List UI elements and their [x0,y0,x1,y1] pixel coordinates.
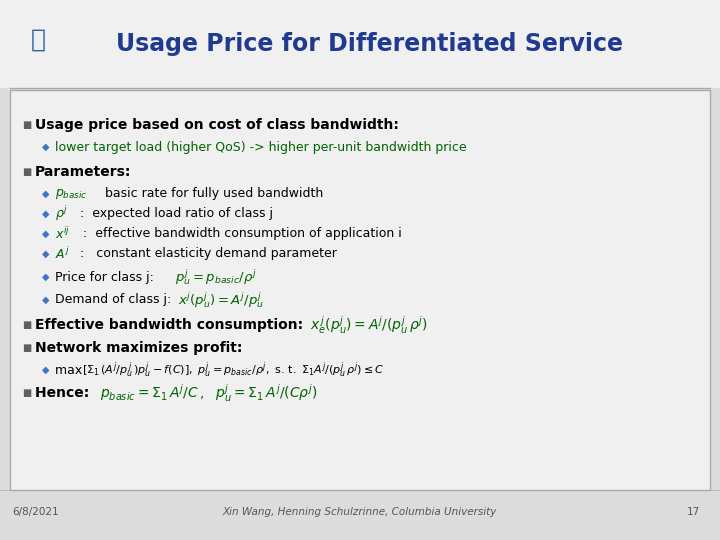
Text: $\mathbf{\it{p_u^j = p_{basic}/\rho^j}}$: $\mathbf{\it{p_u^j = p_{basic}/\rho^j}}$ [175,267,257,287]
Text: Usage Price for Differentiated Service: Usage Price for Differentiated Service [117,32,624,56]
Text: basic rate for fully used bandwidth: basic rate for fully used bandwidth [105,187,323,200]
Text: $\mathbf{\it{x_e^{\,j}(p_u^j) = A^j/(p_u^j\,\rho^j)}}$: $\mathbf{\it{x_e^{\,j}(p_u^j) = A^j/(p_u… [310,314,428,336]
Text: $x^{ij}$: $x^{ij}$ [55,226,70,242]
Text: Demand of class j:: Demand of class j: [55,294,179,307]
Text: ◆: ◆ [42,365,50,375]
Text: ◆: ◆ [42,189,50,199]
Bar [10,90,710,490]
Text: Price for class j:: Price for class j: [55,271,162,284]
Text: Parameters:: Parameters: [35,165,131,179]
Text: max: max [55,363,90,376]
Text: 6/8/2021: 6/8/2021 [12,507,58,517]
Bar [0,0,720,88]
Text: :  effective bandwidth consumption of application i: : effective bandwidth consumption of app… [83,227,402,240]
Text: :   constant elasticity demand parameter: : constant elasticity demand parameter [80,247,337,260]
Text: ■: ■ [22,343,31,353]
Text: :  expected load ratio of class j: : expected load ratio of class j [80,207,273,220]
Text: ■: ■ [22,167,31,177]
Text: $A^j$: $A^j$ [55,246,70,262]
Text: $p_{basic}$: $p_{basic}$ [55,187,88,201]
Text: 17: 17 [687,507,700,517]
Text: ◆: ◆ [42,229,50,239]
Text: $[\Sigma_1\,(A^j/p_u^{\,j}\,)p_u^j - f(C)],\ p_u^j = p_{basic}/\rho^j,\ \mathrm{: $[\Sigma_1\,(A^j/p_u^{\,j}\,)p_u^j - f(C… [82,360,384,380]
Text: lower target load (higher QoS) -> higher per-unit bandwidth price: lower target load (higher QoS) -> higher… [55,140,467,153]
Text: ◆: ◆ [42,295,50,305]
Text: Hence:: Hence: [35,386,94,400]
Text: Effective bandwidth consumption:: Effective bandwidth consumption: [35,318,313,332]
Text: $\mathbf{\it{x^j(p_u^j) = A^j/p_u^j}}$: $\mathbf{\it{x^j(p_u^j) = A^j/p_u^j}}$ [178,290,264,310]
Text: ◆: ◆ [42,142,50,152]
Text: ■: ■ [22,388,31,398]
Text: ■: ■ [22,120,31,130]
Text: ◆: ◆ [42,209,50,219]
Text: Network maximizes profit:: Network maximizes profit: [35,341,243,355]
Text: ଠ: ଠ [30,28,45,52]
Text: Xin Wang, Henning Schulzrinne, Columbia University: Xin Wang, Henning Schulzrinne, Columbia … [222,507,498,517]
Text: $\mathbf{\it{p_{basic} = \Sigma_1\,A^j/C\,,\ \ p_u^j = \Sigma_1\,A^j/(C\rho^j)}}: $\mathbf{\it{p_{basic} = \Sigma_1\,A^j/C… [100,382,318,404]
Text: $\rho^j$: $\rho^j$ [55,205,68,224]
Text: ◆: ◆ [42,272,50,282]
Text: ◆: ◆ [42,249,50,259]
Text: Usage price based on cost of class bandwidth:: Usage price based on cost of class bandw… [35,118,399,132]
Text: ■: ■ [22,320,31,330]
